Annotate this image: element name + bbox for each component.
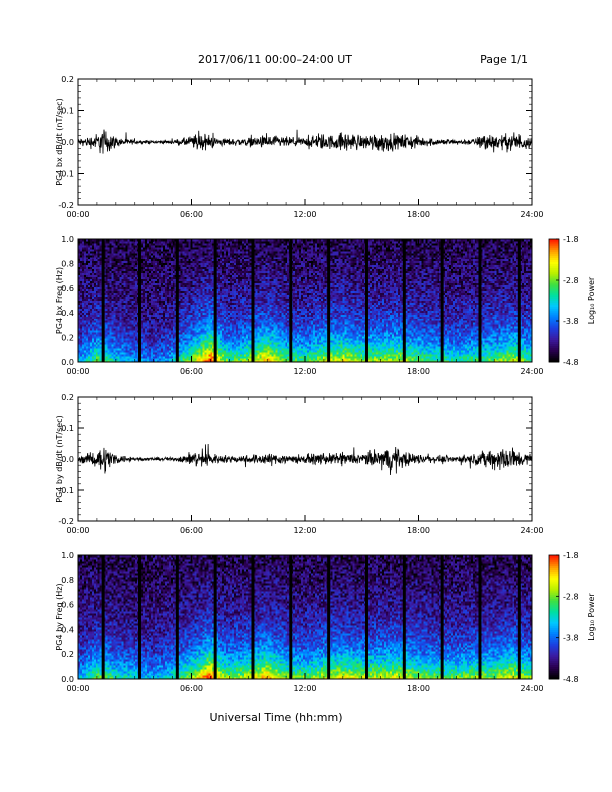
colorbar-tick-label: -1.8 <box>563 235 579 244</box>
y-tick-label: -0.1 <box>58 486 74 495</box>
y-tick-label: -0.2 <box>58 517 74 526</box>
x-tick-label: 24:00 <box>520 684 543 693</box>
data-gap <box>214 555 217 679</box>
x-tick-label: 24:00 <box>520 367 543 376</box>
y-tick-label: 0.2 <box>61 75 74 84</box>
colorbar-tick-label: -2.8 <box>563 276 579 285</box>
x-axis-title: Universal Time (hh:mm) <box>210 711 343 724</box>
x-tick-label: 18:00 <box>407 210 430 219</box>
data-gap <box>478 239 481 362</box>
x-tick-label: 24:00 <box>520 526 543 535</box>
x-tick-label: 12:00 <box>293 684 316 693</box>
panel-4: PG4 by Freq (Hz) 0.0 0.2 0.4 0.6 0.8 1.0 -1.8 -2… <box>55 551 596 693</box>
y-tick-label: 1.0 <box>61 235 74 244</box>
y-tick-label: 0.1 <box>61 107 74 116</box>
spectrogram <box>78 555 532 679</box>
y-tick-label: 1.0 <box>61 551 74 560</box>
data-gap <box>403 555 406 679</box>
data-gap <box>214 239 217 362</box>
page-number: Page 1/1 <box>480 53 528 66</box>
data-gap <box>441 239 444 362</box>
colorbar-tick-label: -3.8 <box>563 317 579 326</box>
data-gap <box>518 555 521 679</box>
y-tick-label: -0.2 <box>58 201 74 210</box>
colorbar: -1.8 -2.8 -3.8 -4.8 Log₁₀ Power <box>549 551 596 684</box>
y-tick-label: 0.0 <box>61 358 74 367</box>
x-tick-label: 12:00 <box>293 526 316 535</box>
x-tick-label: 18:00 <box>407 367 430 376</box>
data-gap <box>518 239 521 362</box>
data-gap <box>176 239 179 362</box>
y-tick-label: 0.1 <box>61 424 74 433</box>
x-tick-label: 06:00 <box>180 210 203 219</box>
y-tick-label: 0.6 <box>61 284 74 293</box>
data-gap <box>102 239 105 362</box>
panel-1: PG4 bx dB/dt (nT/sec)-0.2-0.10.00.10.200… <box>55 75 544 219</box>
y-axis-label: PG4 bx Freq (Hz) <box>55 267 64 334</box>
y-tick-label: 0.0 <box>61 455 74 464</box>
y-tick-label: 0.2 <box>61 333 74 342</box>
colorbar-label: Log₁₀ Power <box>587 276 596 324</box>
data-gap <box>327 239 330 362</box>
data-gap <box>327 555 330 679</box>
colorbar-tick-label: -3.8 <box>563 634 579 643</box>
data-gap <box>365 555 368 679</box>
panel-2: PG4 bx Freq (Hz) 0.0 0.2 0.4 0.6 0.8 1.0 -1.8 -2… <box>55 235 596 376</box>
data-gap <box>176 555 179 679</box>
colorbar: -1.8 -2.8 -3.8 -4.8 Log₁₀ Power <box>549 235 596 367</box>
data-gap <box>251 555 254 679</box>
y-tick-label: 0.8 <box>61 576 74 585</box>
x-tick-label: 06:00 <box>180 684 203 693</box>
y-tick-label: 0.2 <box>61 650 74 659</box>
panel-3: PG4 by dB/dt (nT/sec)-0.2-0.10.00.10.200… <box>55 393 544 535</box>
waveform-series <box>78 444 532 475</box>
data-gap <box>441 555 444 679</box>
y-tick-label: -0.1 <box>58 170 74 179</box>
colorbar-tick-label: -1.8 <box>563 551 579 560</box>
data-gap <box>403 239 406 362</box>
panels: PG4 bx dB/dt (nT/sec)-0.2-0.10.00.10.200… <box>55 75 596 693</box>
x-tick-label: 00:00 <box>66 684 89 693</box>
y-tick-label: 0.8 <box>61 260 74 269</box>
x-tick-label: 06:00 <box>180 367 203 376</box>
x-tick-label: 06:00 <box>180 526 203 535</box>
x-tick-label: 18:00 <box>407 684 430 693</box>
y-tick-label: 0.0 <box>61 675 74 684</box>
data-gap <box>138 239 141 362</box>
x-tick-label: 00:00 <box>66 210 89 219</box>
y-tick-label: 0.4 <box>61 309 74 318</box>
waveform-series <box>78 130 532 154</box>
data-gap <box>251 239 254 362</box>
figure-title: 2017/06/11 00:00–24:00 UT <box>198 53 352 66</box>
x-tick-label: 00:00 <box>66 526 89 535</box>
x-tick-label: 00:00 <box>66 367 89 376</box>
x-tick-label: 18:00 <box>407 526 430 535</box>
data-gap <box>289 555 292 679</box>
spectrogram <box>78 239 532 362</box>
x-tick-label: 12:00 <box>293 210 316 219</box>
y-tick-label: 0.4 <box>61 625 74 634</box>
y-axis-label: PG4 by Freq (Hz) <box>55 583 64 650</box>
y-tick-label: 0.0 <box>61 138 74 147</box>
colorbar-label: Log₁₀ Power <box>587 593 596 641</box>
y-tick-label: 0.6 <box>61 601 74 610</box>
figure: 2017/06/11 00:00–24:00 UT Page 1/1 Unive… <box>0 0 612 792</box>
y-tick-label: 0.2 <box>61 393 74 402</box>
data-gap <box>289 239 292 362</box>
x-tick-label: 24:00 <box>520 210 543 219</box>
data-gap <box>102 555 105 679</box>
data-gap <box>138 555 141 679</box>
data-gap <box>365 239 368 362</box>
colorbar-tick-label: -4.8 <box>563 358 579 367</box>
colorbar-tick-label: -2.8 <box>563 592 579 601</box>
colorbar-tick-label: -4.8 <box>563 675 579 684</box>
data-gap <box>478 555 481 679</box>
x-tick-label: 12:00 <box>293 367 316 376</box>
